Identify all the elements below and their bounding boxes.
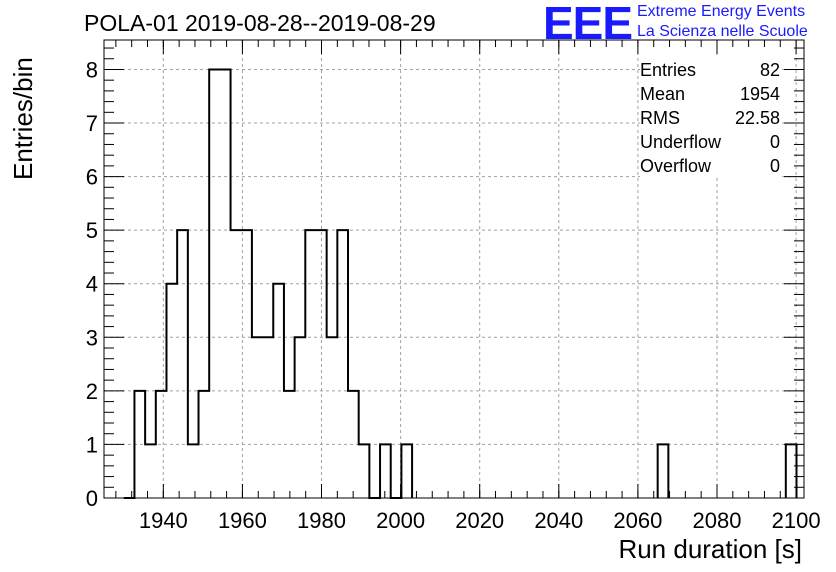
plot-frame [103,39,805,499]
stats-row-entries: Entries 82 [640,58,780,82]
x-tick-label: 2040 [534,508,583,533]
stats-label: Mean [640,84,686,104]
axis-ticks [104,40,804,499]
y-tick-label: 7 [86,111,98,136]
x-tick-label: 1940 [139,508,188,533]
histogram-line [123,68,798,499]
x-tick-label: 2060 [613,508,662,533]
x-tick-label: 2000 [376,508,425,533]
y-tick-label: 3 [86,325,98,350]
y-tick-label: 8 [86,57,98,82]
stats-value: 0 [769,132,780,152]
chart-title: POLA-01 2019-08-28--2019-08-29 [84,10,436,36]
stats-label: RMS [640,108,680,128]
y-tick-label: 0 [86,486,98,511]
y-tick-label: 5 [86,218,98,243]
x-tick-label: 2020 [455,508,504,533]
stats-label: Underflow [640,132,722,152]
stats-box: Entries 82 Mean 1954 RMS 22.58 Underflow 0 O… [640,58,780,178]
stats-row-rms: RMS 22.58 [640,106,780,130]
tick-labels: 1940 1960 1980 2000 2020 2040 2060 2080 2100 0 1 2 3… [86,57,821,533]
y-tick-label: 4 [86,272,98,297]
stats-row-overflow: Overflow 0 [640,154,780,178]
stats-value: 82 [759,60,780,80]
eee-logo-icon: EEE [543,0,633,49]
logo-line-1: Extreme Energy Events [637,3,806,20]
stats-value: 22.58 [734,108,780,128]
stats-label: Entries [640,60,697,80]
y-axis-label: Entries/bin [8,57,38,180]
stats-row-mean: Mean 1954 [640,82,780,106]
x-tick-label: 1960 [218,508,267,533]
y-tick-label: 1 [86,432,98,457]
logo-line-2: La Scienza nelle Scuole [637,23,808,40]
stats-value: 1954 [739,84,780,104]
y-tick-label: 2 [86,379,98,404]
x-tick-label: 1980 [297,508,346,533]
x-tick-label: 2080 [693,508,742,533]
x-axis-label: Run duration [s] [618,534,802,564]
y-tick-label: 6 [86,165,98,190]
x-tick-label: 2100 [772,508,821,533]
stats-row-underflow: Underflow 0 [640,130,780,154]
stats-label: Overflow [640,156,712,176]
stats-value: 0 [769,156,780,176]
